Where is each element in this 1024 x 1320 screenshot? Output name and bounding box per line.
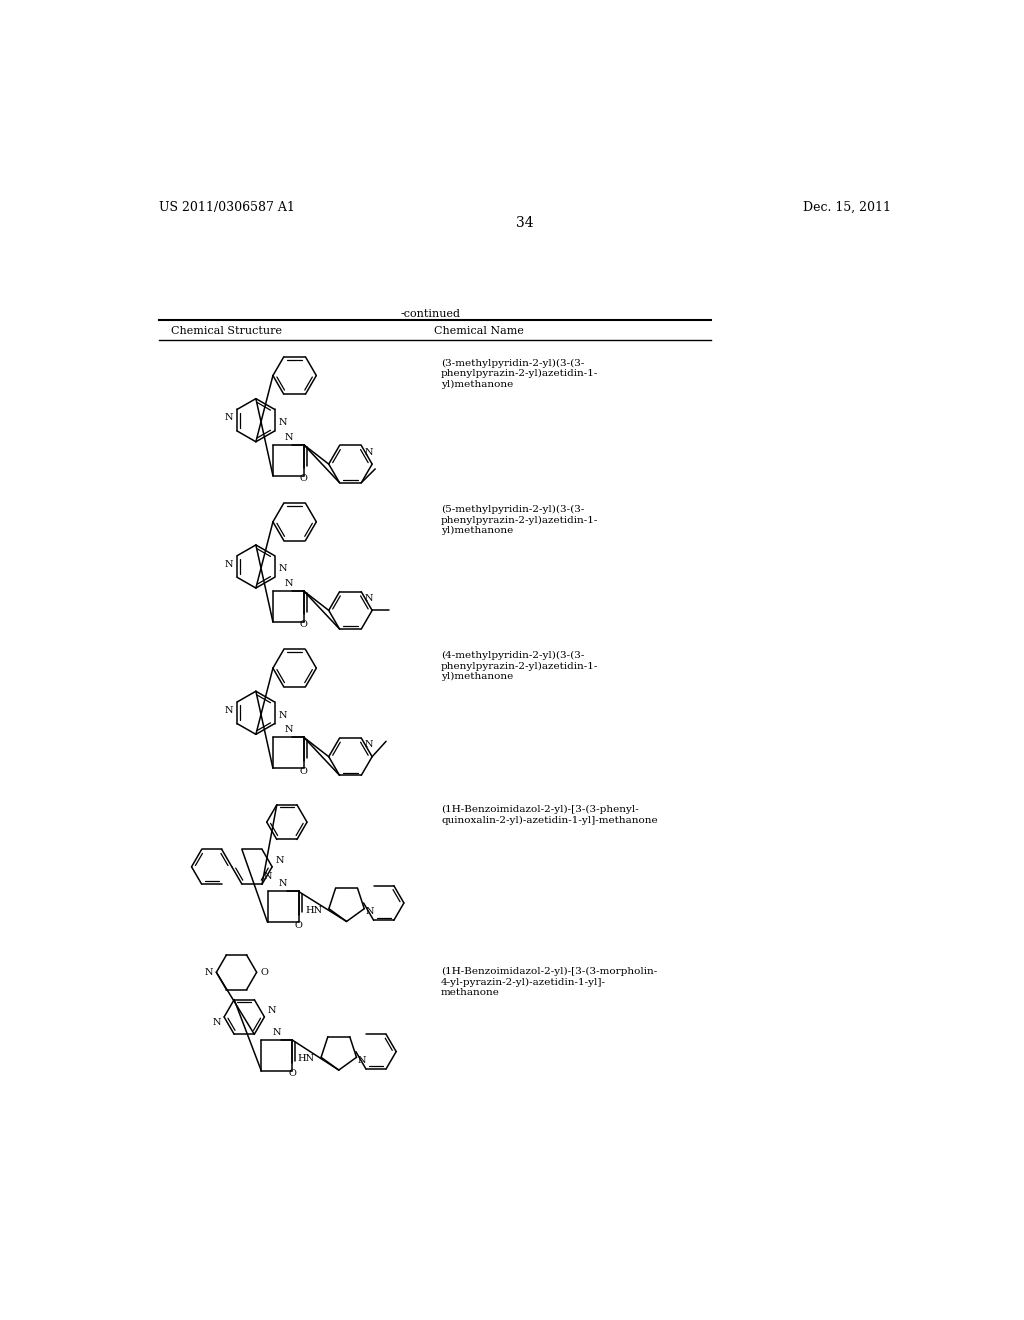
Text: O: O [300,767,308,776]
Text: N: N [285,433,293,442]
Text: N: N [275,857,284,866]
Text: HN: HN [305,906,323,915]
Text: N: N [213,1019,221,1027]
Text: N: N [224,706,233,715]
Text: (1H-Benzoimidazol-2-yl)-[3-(3-phenyl-
quinoxalin-2-yl)-azetidin-1-yl]-methanone: (1H-Benzoimidazol-2-yl)-[3-(3-phenyl- qu… [441,805,657,825]
Text: (1H-Benzoimidazol-2-yl)-[3-(3-morpholin-
4-yl-pyrazin-2-yl)-azetidin-1-yl]-
meth: (1H-Benzoimidazol-2-yl)-[3-(3-morpholin-… [441,966,657,997]
Text: N: N [267,1006,276,1015]
Text: N: N [279,710,287,719]
Text: N: N [285,726,293,734]
Text: N: N [224,413,233,422]
Text: (5-methylpyridin-2-yl)(3-(3-
phenylpyrazin-2-yl)azetidin-1-
yl)methanone: (5-methylpyridin-2-yl)(3-(3- phenylpyraz… [441,506,598,535]
Text: N: N [279,418,287,428]
Text: N: N [272,1028,281,1038]
Text: -continued: -continued [400,309,460,318]
Text: O: O [289,1069,296,1078]
Text: N: N [224,560,233,569]
Text: HN: HN [298,1055,315,1064]
Text: O: O [300,620,308,630]
Text: (3-methylpyridin-2-yl)(3-(3-
phenylpyrazin-2-yl)azetidin-1-
yl)methanone: (3-methylpyridin-2-yl)(3-(3- phenylpyraz… [441,359,598,389]
Text: N: N [285,579,293,589]
Text: N: N [205,968,213,977]
Text: US 2011/0306587 A1: US 2011/0306587 A1 [159,201,295,214]
Text: N: N [365,741,373,750]
Text: O: O [260,968,268,977]
Text: N: N [365,594,373,603]
Text: Chemical Structure: Chemical Structure [171,326,283,337]
Text: Chemical Name: Chemical Name [434,326,524,337]
Text: (4-methylpyridin-2-yl)(3-(3-
phenylpyrazin-2-yl)azetidin-1-
yl)methanone: (4-methylpyridin-2-yl)(3-(3- phenylpyraz… [441,651,598,681]
Text: N: N [279,565,287,573]
Text: N: N [365,447,373,457]
Text: N: N [263,873,272,880]
Text: N: N [279,879,288,888]
Text: Dec. 15, 2011: Dec. 15, 2011 [803,201,891,214]
Text: 34: 34 [516,216,534,230]
Text: O: O [295,921,302,929]
Text: N: N [358,1056,367,1065]
Text: O: O [300,474,308,483]
Text: N: N [366,907,375,916]
